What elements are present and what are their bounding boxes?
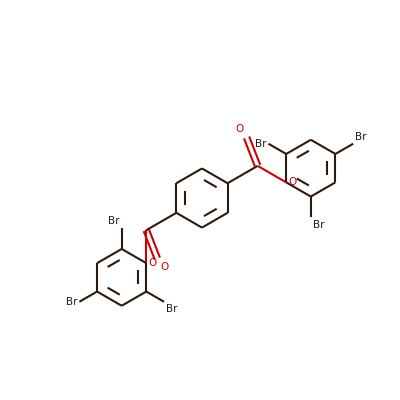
Text: Br: Br [313,220,324,230]
Text: Br: Br [108,216,120,226]
Text: Br: Br [166,304,178,314]
Text: O: O [235,124,244,134]
Text: O: O [160,262,169,272]
Text: Br: Br [355,132,367,142]
Text: Br: Br [66,297,77,307]
Text: O: O [288,177,296,187]
Text: O: O [148,258,156,268]
Text: Br: Br [255,139,266,149]
